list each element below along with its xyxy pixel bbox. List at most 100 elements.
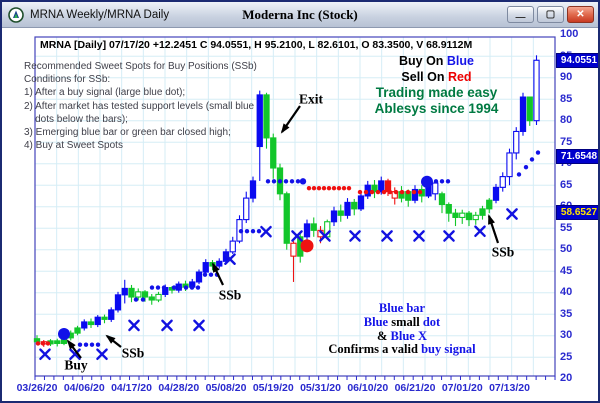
price-axis-label: 20 [560,372,573,385]
stop-dot [45,341,51,346]
candle-body [135,291,142,298]
stop-dot [306,186,312,191]
stop-dot [149,285,155,290]
candle-body [290,242,297,257]
ssb-note-line: 4) Buy at Sweet Spots [24,140,123,152]
candle-body [492,186,500,201]
stop-dot [363,189,369,195]
promo-tagline: Trading made easy [375,85,498,100]
candle-body [499,176,506,188]
stop-dot [161,285,167,290]
date-axis-label: 06/21/20 [394,382,436,394]
candle-body [479,208,486,216]
candle-body [148,296,155,301]
stop-dot [321,186,327,191]
stop-dot [433,179,439,184]
stop-dot [393,189,399,195]
candle-body [411,188,419,201]
stop-dot [189,285,195,290]
candle-body [344,201,351,216]
stop-dot [316,186,322,191]
candle-body [526,96,533,122]
candle-body [108,309,115,320]
x-mark [161,319,173,332]
candle-body [445,204,452,214]
stop-dot [140,297,146,302]
date-axis-label: 04/17/20 [111,382,152,394]
minimize-button[interactable]: — [507,6,534,23]
stop-dot [238,229,244,234]
stop-dot [439,179,445,184]
stop-dot [445,179,451,184]
candle-body [249,180,257,199]
candle-body [506,152,513,178]
ssb-note-line: 1) After a buy signal (large blue dot); [24,87,186,99]
candle-body [330,210,338,223]
price-axis-label: 65 [560,178,573,191]
annotation-label: SSb [122,346,145,361]
stop-dot [89,342,95,347]
stop-dot [83,342,89,347]
candle-body [229,240,236,253]
candle-body [303,223,311,238]
x-mark [349,230,361,242]
annotation-label: SSb [219,288,242,303]
annotation-label: Exit [299,92,324,107]
x-mark [381,230,393,242]
annotation-label: SSb [492,245,515,260]
price-axis-label: 25 [560,350,573,363]
price-axis-label: 100 [560,28,579,41]
ssb-note-line: dots below the bars); [24,113,128,125]
annotation-arrowhead [488,214,495,225]
price-axis-label: 75 [560,135,573,148]
titlebar[interactable]: MRNA Weekly/MRNA Daily Moderna Inc (Stoc… [2,2,598,28]
stop-dot [133,297,139,302]
candle-body [141,291,149,298]
maximize-icon: ▢ [545,8,556,20]
maximize-button[interactable]: ▢ [537,6,564,23]
date-axis-label: 03/26/20 [16,382,58,394]
annotation-arrowhead [105,334,116,344]
date-axis-label: 04/06/20 [63,382,105,394]
price-axis-label: 80 [560,114,573,127]
close-icon: ✕ [576,8,585,20]
annotation-label: Buy [64,358,88,373]
price-axis-label: 35 [560,307,573,320]
stop-dot [195,285,201,290]
stop-dot [336,186,342,191]
ssb-notes: Recommended Sweet Spots for Buy Position… [24,60,257,152]
candle-body [256,94,263,148]
x-mark [96,348,108,360]
promo-text: Buy On Blue Sell On Red Trading made eas… [354,54,519,116]
stop-dot [171,285,177,290]
x-mark [69,348,81,360]
stop-dot [523,164,529,170]
close-button[interactable]: ✕ [567,6,594,23]
stop-dot [417,189,423,195]
window-title: MRNA Weekly/MRNA Daily [30,8,170,21]
stop-dot [244,229,250,234]
candle-body [452,212,459,218]
ssb-note-line: Recommended Sweet Spots for Buy Position… [24,61,257,72]
stop-dot [411,189,417,195]
x-mark [260,225,272,238]
x-mark [474,225,486,238]
price-axis-label: 30 [560,329,573,342]
candle-body [465,212,473,221]
candle-body [114,294,122,311]
stop-dot [516,172,522,177]
candle-body [310,223,317,231]
price-axis-label: 90 [560,71,573,84]
x-mark [413,230,425,242]
candle-body [486,199,493,210]
date-axis-label: 07/13/20 [489,382,530,394]
candle-body [519,96,527,133]
date-axis-label: 05/31/20 [300,382,341,394]
stop-dot [155,285,161,290]
minimize-icon: — [515,11,526,23]
candle-body [216,260,223,267]
stop-dot [177,285,183,290]
candle-body [357,195,365,210]
